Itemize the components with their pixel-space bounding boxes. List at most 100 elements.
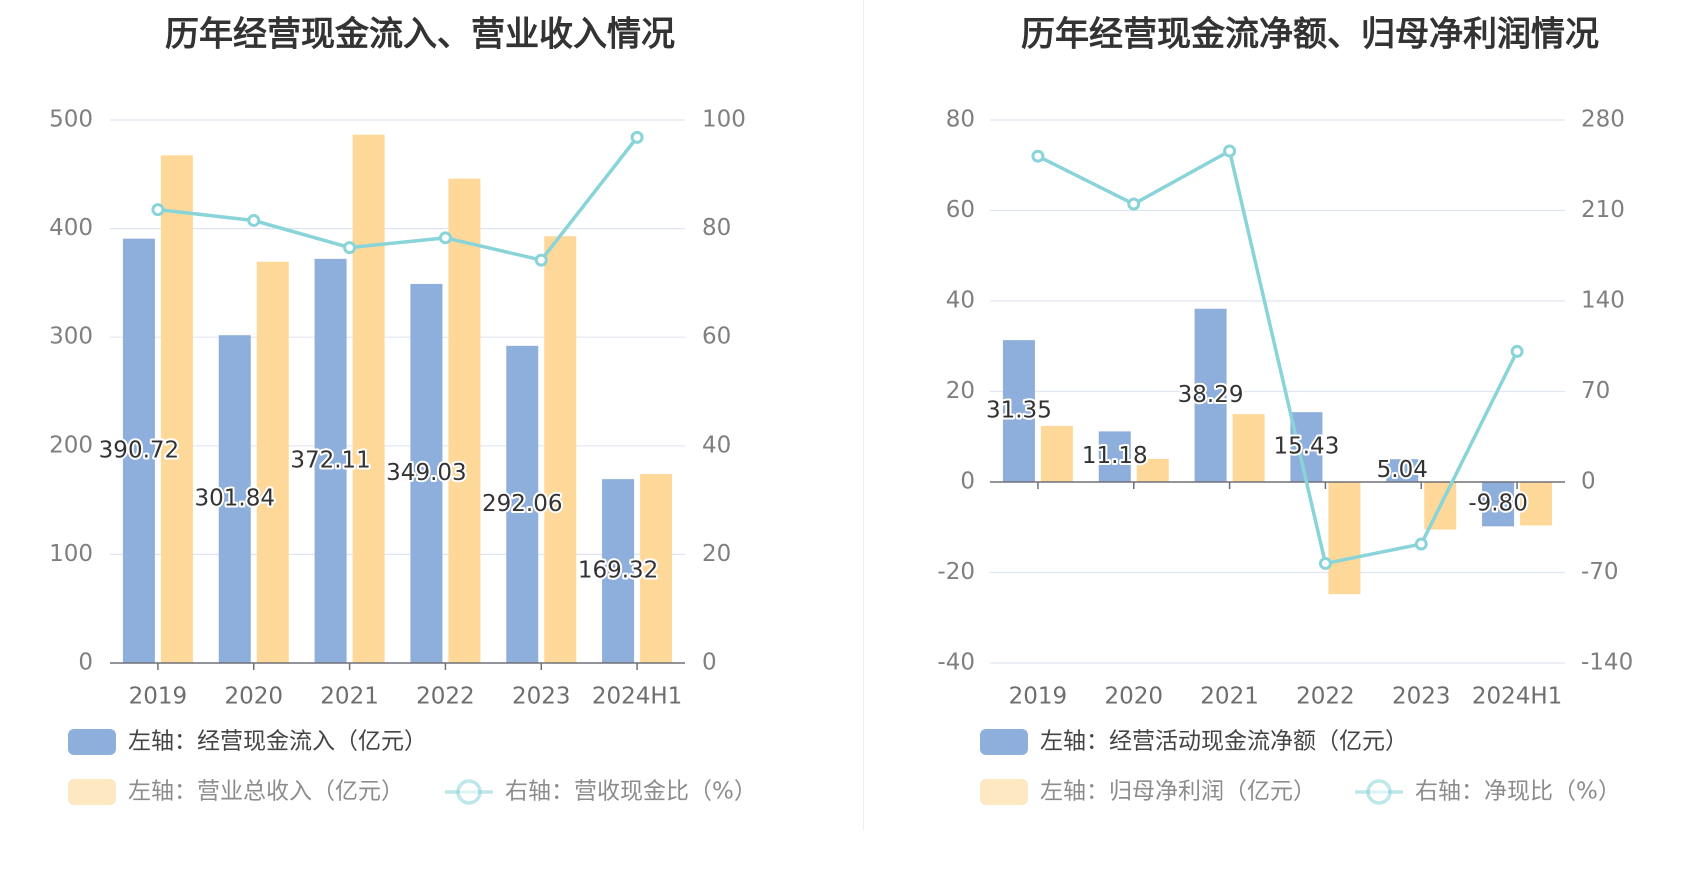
right-axis-tick: 0 bbox=[702, 650, 717, 676]
x-axis-label: 2020 bbox=[224, 684, 283, 710]
legend-swatch[interactable] bbox=[980, 779, 1028, 805]
bar-data-label: 390.72 bbox=[99, 437, 179, 463]
line-point[interactable] bbox=[151, 203, 165, 217]
right-axis-tick: 140 bbox=[1581, 288, 1625, 314]
legend-swatch[interactable] bbox=[68, 729, 116, 755]
right-axis-tick: 100 bbox=[702, 107, 746, 133]
x-axis-label: 2019 bbox=[129, 684, 188, 710]
bar-data-label: 11.18 bbox=[1082, 443, 1148, 469]
right-axis-tick: 40 bbox=[702, 432, 731, 458]
x-axis-label: 2024H1 bbox=[1472, 684, 1562, 710]
bar-primary[interactable] bbox=[1098, 431, 1131, 482]
line-point[interactable] bbox=[1031, 149, 1045, 163]
left-axis-tick: 80 bbox=[946, 107, 975, 133]
bar-secondary[interactable] bbox=[448, 178, 481, 664]
x-axis-label: 2020 bbox=[1104, 684, 1163, 710]
bar-primary[interactable] bbox=[122, 238, 155, 663]
bar-secondary[interactable] bbox=[1040, 425, 1073, 482]
line-point[interactable] bbox=[438, 231, 452, 245]
bar-data-label: 372.11 bbox=[290, 447, 370, 473]
legend-swatch[interactable] bbox=[980, 729, 1028, 755]
legend-label[interactable]: 左轴：经营活动现金流净额（亿元） bbox=[1040, 729, 1408, 755]
bar-primary[interactable] bbox=[1002, 340, 1035, 482]
bar-secondary[interactable] bbox=[1328, 482, 1361, 595]
bar-data-label: 38.29 bbox=[1178, 382, 1244, 408]
chart-title: 历年经营现金流入、营业收入情况 bbox=[165, 15, 675, 55]
x-axis-label: 2021 bbox=[320, 684, 379, 710]
bar-secondary[interactable] bbox=[1520, 482, 1553, 526]
left-axis-tick: 0 bbox=[78, 650, 93, 676]
bar-secondary[interactable] bbox=[544, 236, 577, 663]
bar-primary[interactable] bbox=[410, 283, 443, 663]
bar-secondary[interactable] bbox=[1232, 414, 1265, 482]
legend-line-marker[interactable] bbox=[1366, 779, 1392, 805]
left-axis-tick: 400 bbox=[49, 215, 93, 241]
bar-primary[interactable] bbox=[314, 258, 347, 663]
x-axis-label: 2022 bbox=[1296, 684, 1355, 710]
right-axis-tick: 280 bbox=[1581, 107, 1625, 133]
legend-label[interactable]: 左轴：归母净利润（亿元） bbox=[1040, 779, 1316, 805]
bar-primary[interactable] bbox=[1386, 459, 1419, 482]
chart-cashflow-revenue: 历年经营现金流入、营业收入情况 0 100 200 300 400 500 0 20 40 60 80… bbox=[49, 15, 757, 805]
bar-primary[interactable] bbox=[506, 345, 539, 663]
line-series bbox=[1037, 149, 1519, 566]
left-axis-tick: 300 bbox=[49, 324, 93, 350]
x-axis-label: 2024H1 bbox=[592, 684, 682, 710]
right-axis-tick: 20 bbox=[702, 541, 731, 567]
left-axis-tick: -20 bbox=[937, 559, 975, 585]
x-axis-label: 2023 bbox=[512, 684, 571, 710]
line-point[interactable] bbox=[1414, 537, 1428, 551]
left-axis-tick: 40 bbox=[946, 288, 975, 314]
line-point[interactable] bbox=[343, 241, 357, 255]
line-point[interactable] bbox=[630, 130, 644, 144]
legend-label[interactable]: 右轴：净现比（%） bbox=[1415, 779, 1621, 805]
bar-data-label: 301.84 bbox=[195, 486, 275, 512]
x-axis-label: 2021 bbox=[1200, 684, 1259, 710]
right-axis-tick: -70 bbox=[1581, 559, 1619, 585]
bar-data-label: 31.35 bbox=[986, 398, 1052, 424]
legend-line-marker[interactable] bbox=[456, 779, 482, 805]
bar-secondary[interactable] bbox=[640, 474, 673, 663]
bar-data-label: 349.03 bbox=[386, 460, 466, 486]
bar-data-label: 169.32 bbox=[578, 558, 658, 584]
line-point[interactable] bbox=[534, 253, 548, 267]
bar-secondary[interactable] bbox=[160, 155, 193, 664]
bar-secondary[interactable] bbox=[1136, 458, 1169, 482]
line-point[interactable] bbox=[1318, 556, 1332, 570]
left-axis-tick: 0 bbox=[960, 469, 975, 495]
bar-secondary[interactable] bbox=[352, 134, 385, 663]
line-series bbox=[157, 136, 639, 262]
bar-data-label: 15.43 bbox=[1273, 434, 1339, 460]
line-point[interactable] bbox=[247, 213, 261, 227]
legend-label[interactable]: 右轴：营收现金比（%） bbox=[505, 779, 757, 805]
line-point[interactable] bbox=[1510, 344, 1524, 358]
legend-swatch[interactable] bbox=[68, 779, 116, 805]
right-axis-tick: 60 bbox=[702, 324, 731, 350]
x-axis-label: 2019 bbox=[1009, 684, 1068, 710]
left-axis-tick: 200 bbox=[49, 432, 93, 458]
bar-primary[interactable] bbox=[1194, 308, 1227, 482]
left-axis-tick: 500 bbox=[49, 107, 93, 133]
legend-label[interactable]: 左轴：经营现金流入（亿元） bbox=[128, 729, 427, 755]
bar-data-label: 5.04 bbox=[1377, 457, 1428, 483]
left-axis-tick: 20 bbox=[946, 378, 975, 404]
bar-primary[interactable] bbox=[218, 335, 251, 663]
bar-secondary[interactable] bbox=[256, 261, 289, 663]
legend-label[interactable]: 左轴：营业总收入（亿元） bbox=[128, 779, 404, 805]
left-axis-tick: 100 bbox=[49, 541, 93, 567]
chart-title: 历年经营现金流净额、归母净利润情况 bbox=[1021, 15, 1599, 55]
bar-data-label: 292.06 bbox=[482, 491, 562, 517]
bar-primary[interactable] bbox=[602, 479, 635, 663]
bar-data-label: -9.80 bbox=[1468, 491, 1528, 517]
line-point[interactable] bbox=[1223, 144, 1237, 158]
x-axis-label: 2022 bbox=[416, 684, 475, 710]
right-axis-tick: 80 bbox=[702, 215, 731, 241]
bar-primary[interactable] bbox=[1482, 482, 1515, 527]
line-point[interactable] bbox=[1127, 197, 1141, 211]
right-axis-tick: 210 bbox=[1581, 197, 1625, 223]
right-axis-tick: 70 bbox=[1581, 378, 1610, 404]
bar-primary[interactable] bbox=[1290, 412, 1323, 482]
x-axis-label: 2023 bbox=[1392, 684, 1451, 710]
